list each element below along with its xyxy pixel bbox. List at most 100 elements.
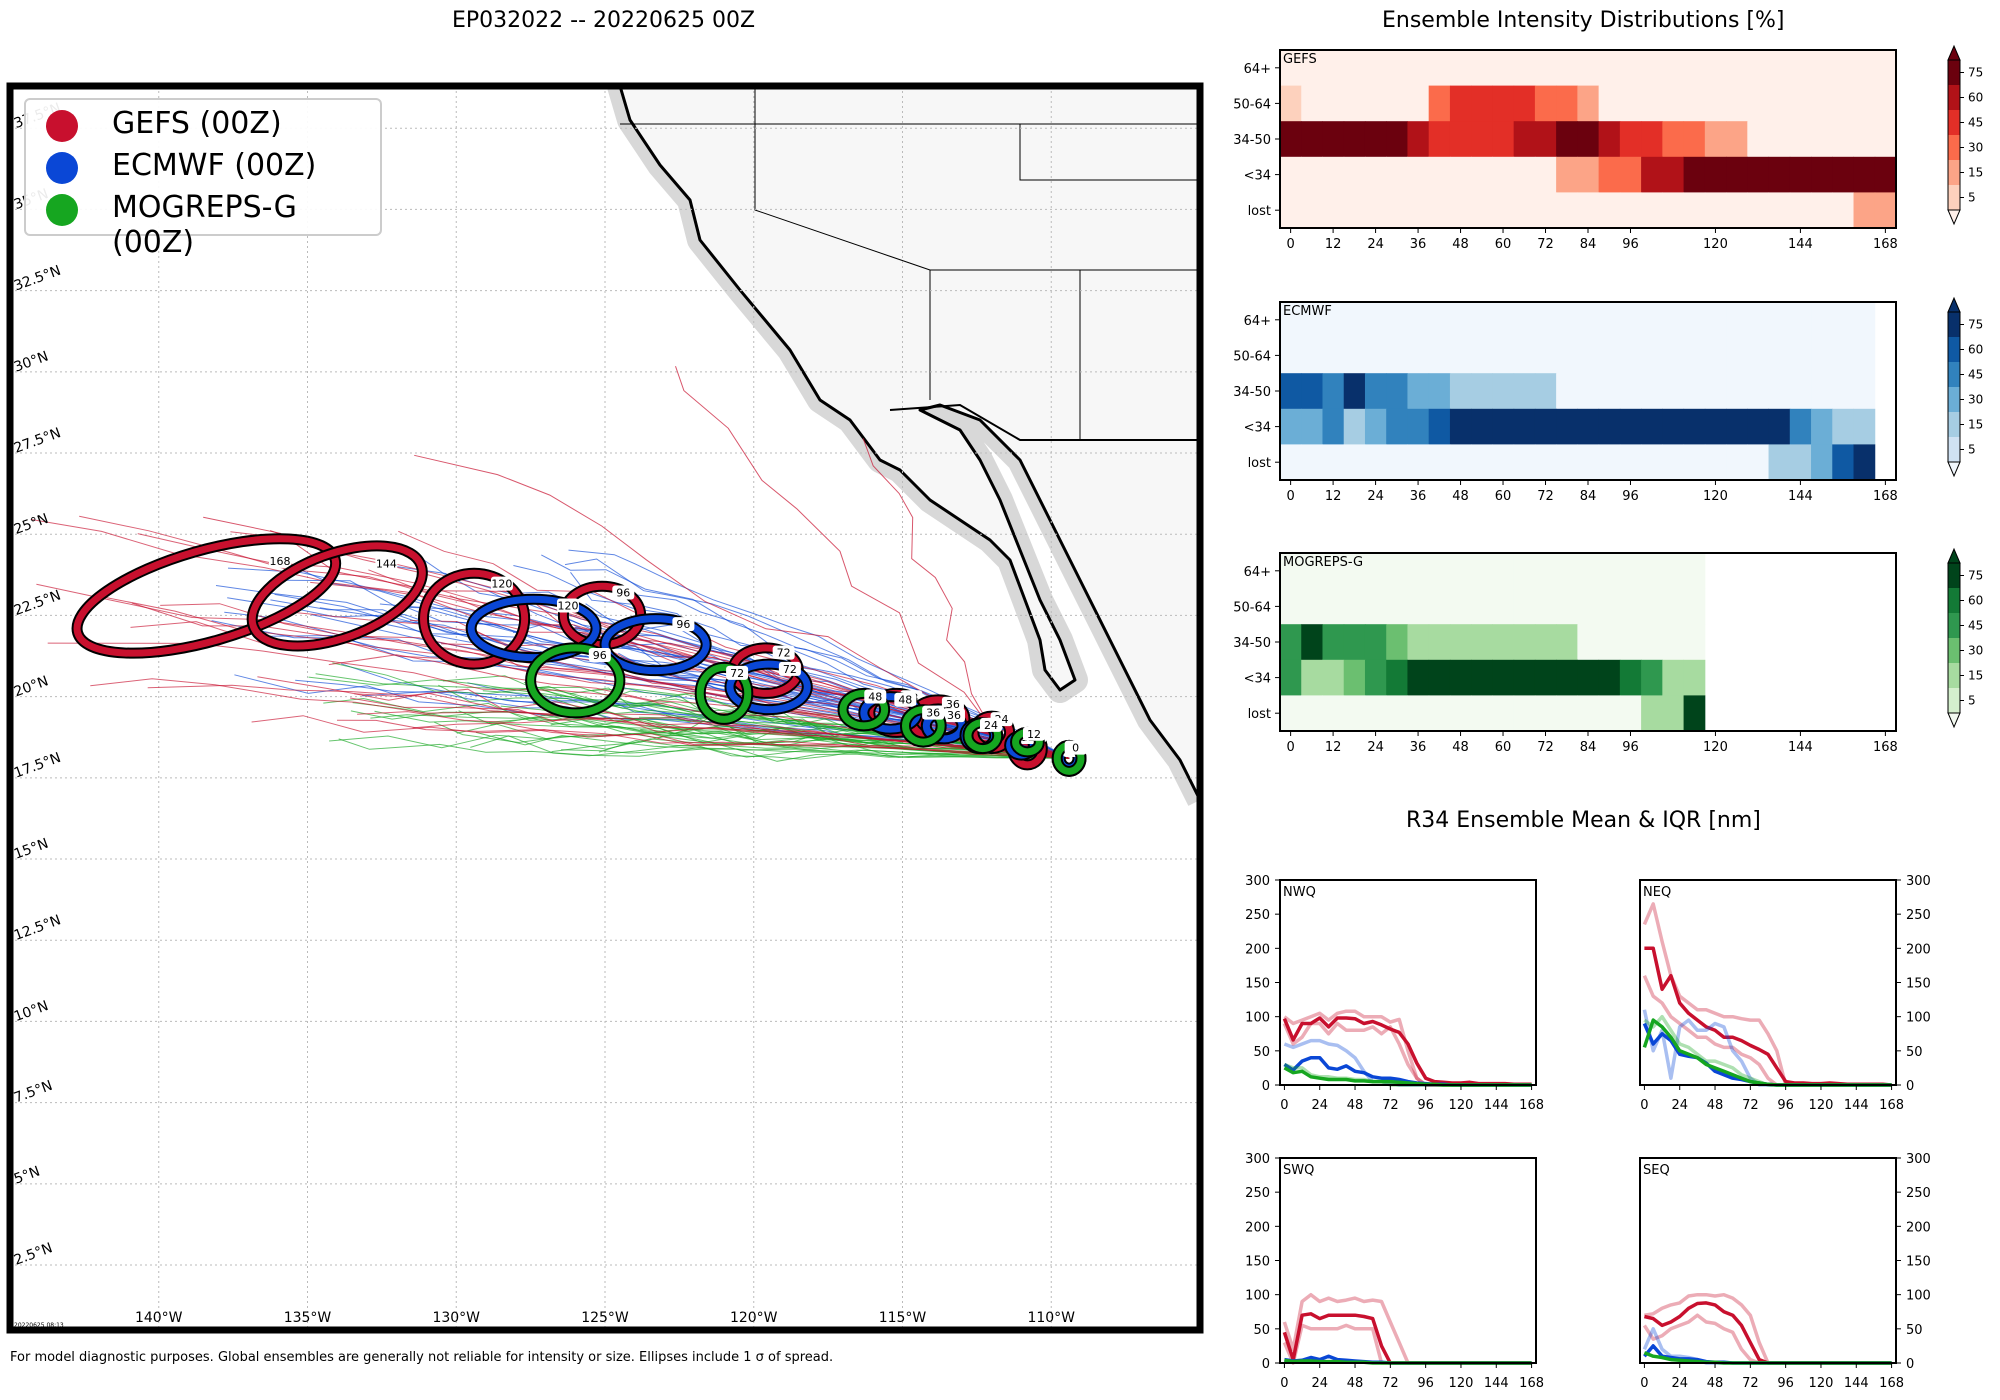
hour-label: 36 xyxy=(947,709,961,722)
heatmap-cell xyxy=(1492,337,1515,374)
heatmap-cell xyxy=(1874,50,1897,87)
x-tick-label: 96 xyxy=(1417,1376,1434,1391)
main-title: EP032022 -- 20220625 00Z xyxy=(452,8,756,33)
x-tick-label: 48 xyxy=(1347,1376,1364,1391)
heatmap-cell xyxy=(1641,408,1663,445)
colorbar-tick-label: 15 xyxy=(1968,166,1983,180)
colorbar-tick-label: 60 xyxy=(1968,91,1983,105)
legend-label-mogreps: MOGREPS-G (00Z) xyxy=(112,190,297,260)
y-tick-label: 50 xyxy=(1906,1323,1923,1338)
panel-bg xyxy=(1280,1158,1536,1363)
heatmap-cell xyxy=(1301,553,1323,590)
heatmap-cell xyxy=(1364,695,1387,732)
heatmap-cell xyxy=(1322,85,1345,122)
x-tick-label: 96 xyxy=(1622,237,1639,252)
heatmap-cell xyxy=(1598,444,1621,481)
hour-label-bg xyxy=(778,661,801,676)
heatmap-cell xyxy=(1364,50,1387,87)
heatmap-cell xyxy=(1811,50,1833,87)
hour-label-bg xyxy=(772,645,795,660)
heatmap-cell xyxy=(1683,192,1706,229)
heatmap-cell xyxy=(1428,192,1451,229)
heatmap-cell xyxy=(1407,624,1430,661)
lon-tick-labels: 140°W 135°W 130°W 125°W 120°W 115°W 110°W xyxy=(135,1310,1075,1326)
heatmap-cell xyxy=(1726,192,1748,229)
heatmap-cell xyxy=(1853,373,1876,410)
heatmap-cell xyxy=(1364,659,1387,696)
colorbar-frame xyxy=(1947,311,1961,463)
heatmap-cell xyxy=(1577,85,1600,122)
heatmap-cell xyxy=(1662,85,1685,122)
timestamp: 20220625 08:13 xyxy=(14,1322,64,1329)
heatmap-cell xyxy=(1449,121,1472,158)
heatmap-cell xyxy=(1768,121,1791,158)
map-area: 1681441209672483624120120967248362412096… xyxy=(10,86,1200,1330)
hour-label: 72 xyxy=(783,663,797,676)
heatmap-cell xyxy=(1322,659,1345,696)
y-tick-label: 50 xyxy=(1253,1045,1270,1060)
heatmap-cell xyxy=(1280,553,1302,590)
heatmap-cell xyxy=(1598,156,1621,193)
colorbar-min-arrow xyxy=(1947,461,1961,478)
heatmap-cell xyxy=(1556,624,1578,661)
colorbar-min-arrow xyxy=(1947,209,1961,226)
legend-label-gefs: GEFS (00Z) xyxy=(112,106,282,141)
x-tick-label: 72 xyxy=(1382,1098,1399,1113)
heatmap-cell xyxy=(1513,408,1536,445)
heatmap-cell xyxy=(1449,588,1472,625)
panel-label: SWQ xyxy=(1283,1163,1314,1178)
heatmap-cell xyxy=(1619,337,1642,374)
x-tick-label: 72 xyxy=(1537,237,1554,252)
r34-title: R34 Ensemble Mean & IQR [nm] xyxy=(1406,808,1761,833)
y-tick-label: 200 xyxy=(1906,942,1931,957)
heatmap-cell xyxy=(1407,337,1430,374)
row-label: 50-64 xyxy=(1233,349,1271,364)
heatmap-cell xyxy=(1641,373,1663,410)
row-label: <34 xyxy=(1244,421,1271,436)
lat-tick-label: 7.5°N xyxy=(12,1078,55,1107)
heatmap-cell xyxy=(1428,624,1451,661)
x-tick-label: 96 xyxy=(1417,1098,1434,1113)
x-tick-label: 24 xyxy=(1671,1376,1688,1391)
heatmap-cell xyxy=(1598,588,1621,625)
heatmap-cell xyxy=(1641,337,1663,374)
heatmap-cell xyxy=(1577,588,1600,625)
hour-label: 72 xyxy=(777,647,791,660)
heatmap-cell xyxy=(1853,121,1876,158)
heatmap-cell xyxy=(1343,156,1366,193)
heatmap-cell xyxy=(1683,588,1706,625)
colorbar-segment xyxy=(1948,563,1960,588)
heatmap-cell xyxy=(1471,588,1493,625)
y-tick-label: 150 xyxy=(1906,1255,1931,1270)
row-label: 64+ xyxy=(1244,314,1271,329)
heatmap-cell xyxy=(1492,50,1515,87)
colorbar-frame xyxy=(1947,59,1961,211)
hour-label: 96 xyxy=(616,587,630,600)
hour-label: 120 xyxy=(557,599,578,612)
heatmap-cell xyxy=(1662,50,1685,87)
heatmap-cell xyxy=(1280,302,1302,339)
colorbar-tick-label: 15 xyxy=(1968,669,1983,683)
x-tick-label: 24 xyxy=(1671,1098,1688,1113)
x-tick-label: 96 xyxy=(1777,1376,1794,1391)
heatmap-cell xyxy=(1747,302,1770,339)
lon-tick-label: 110°W xyxy=(1027,1310,1075,1326)
x-tick-label: 60 xyxy=(1495,237,1512,252)
heatmap-cell xyxy=(1811,302,1833,339)
heatmap-cell xyxy=(1449,192,1472,229)
y-tick-label: 150 xyxy=(1906,977,1931,992)
heatmap-cell xyxy=(1471,444,1493,481)
heatmap-cell xyxy=(1492,444,1515,481)
forecast-ellipse-gefs xyxy=(73,535,340,657)
heatmap-cell xyxy=(1280,444,1302,481)
heatmap-cell xyxy=(1534,588,1557,625)
heatmap-cell xyxy=(1641,624,1663,661)
heatmap-cell xyxy=(1471,373,1493,410)
ensemble-track xyxy=(414,454,993,730)
x-tick-label: 72 xyxy=(1537,489,1554,504)
heatmap-cell xyxy=(1768,156,1791,193)
heatmap-cell xyxy=(1386,444,1408,481)
row-label: 34-50 xyxy=(1233,133,1271,148)
heatmap-cell xyxy=(1662,624,1685,661)
